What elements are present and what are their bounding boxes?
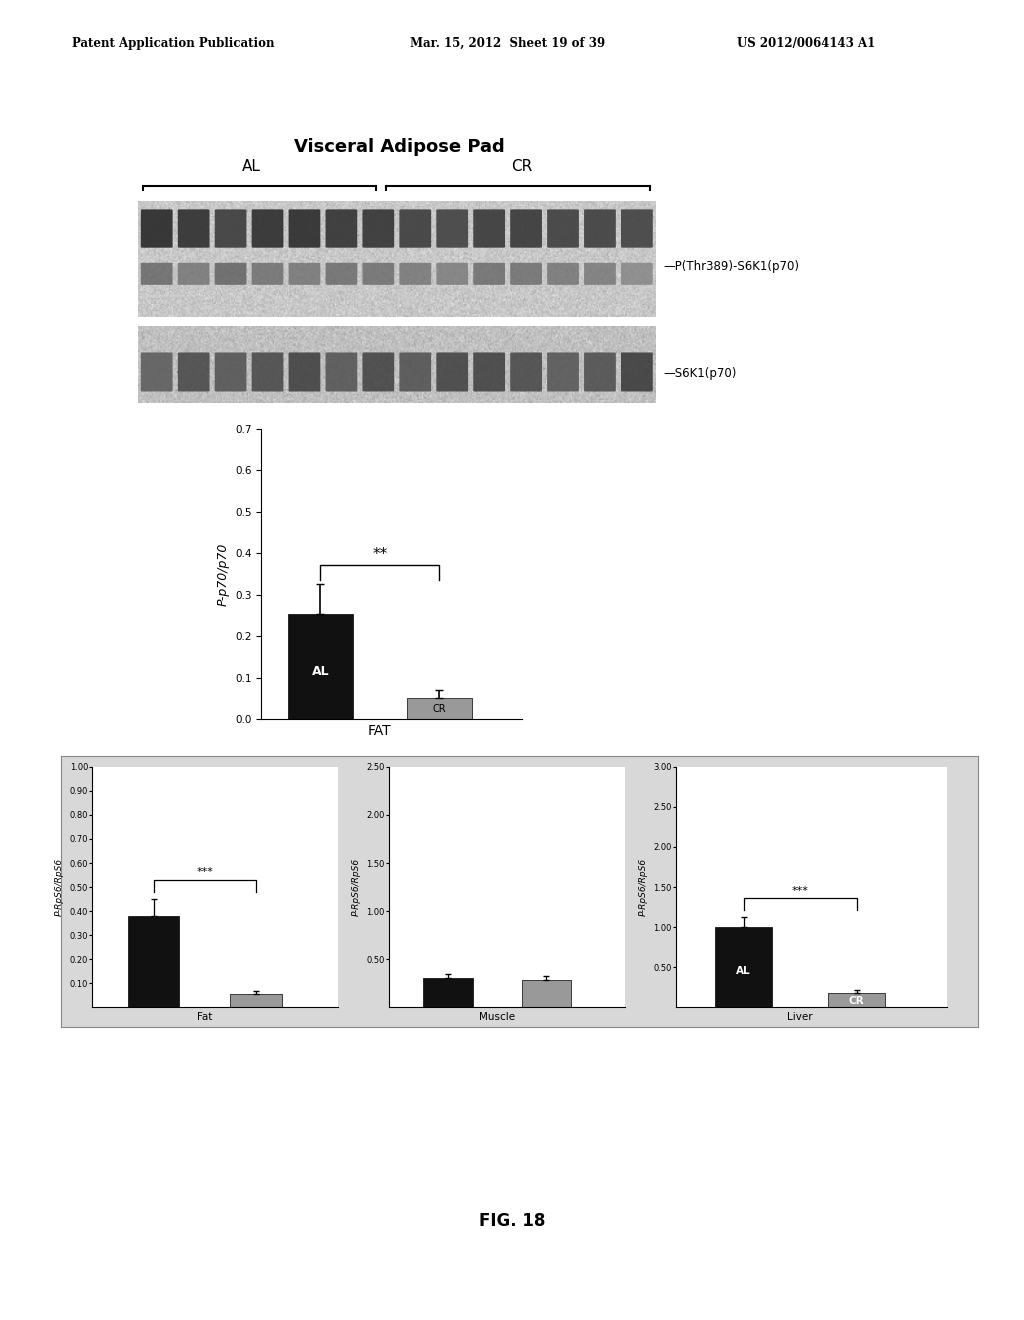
Text: Patent Application Publication: Patent Application Publication bbox=[72, 37, 274, 50]
FancyBboxPatch shape bbox=[473, 352, 505, 392]
FancyBboxPatch shape bbox=[510, 210, 542, 248]
Bar bbox=[230, 994, 282, 1007]
Bar bbox=[521, 981, 570, 1007]
Bar bbox=[716, 927, 772, 1007]
FancyBboxPatch shape bbox=[621, 352, 652, 392]
Text: Visceral Adipose Pad: Visceral Adipose Pad bbox=[294, 137, 505, 156]
Y-axis label: P-RpS6/RpS6: P-RpS6/RpS6 bbox=[639, 858, 647, 916]
FancyBboxPatch shape bbox=[326, 263, 357, 285]
FancyBboxPatch shape bbox=[473, 210, 505, 248]
Text: AL: AL bbox=[242, 160, 260, 174]
FancyBboxPatch shape bbox=[252, 263, 284, 285]
FancyBboxPatch shape bbox=[141, 263, 173, 285]
Bar bbox=[288, 614, 353, 719]
FancyBboxPatch shape bbox=[141, 210, 173, 248]
FancyBboxPatch shape bbox=[178, 352, 210, 392]
FancyBboxPatch shape bbox=[436, 352, 468, 392]
Y-axis label: P-p70/p70: P-p70/p70 bbox=[216, 543, 229, 606]
FancyBboxPatch shape bbox=[584, 352, 615, 392]
FancyBboxPatch shape bbox=[362, 352, 394, 392]
FancyBboxPatch shape bbox=[547, 263, 579, 285]
FancyBboxPatch shape bbox=[215, 210, 247, 248]
FancyBboxPatch shape bbox=[436, 210, 468, 248]
Text: AL: AL bbox=[311, 665, 330, 678]
FancyBboxPatch shape bbox=[289, 263, 321, 285]
FancyBboxPatch shape bbox=[141, 352, 173, 392]
FancyBboxPatch shape bbox=[547, 210, 579, 248]
Bar bbox=[424, 978, 472, 1007]
FancyBboxPatch shape bbox=[584, 263, 615, 285]
FancyBboxPatch shape bbox=[252, 352, 284, 392]
Text: Mar. 15, 2012  Sheet 19 of 39: Mar. 15, 2012 Sheet 19 of 39 bbox=[410, 37, 605, 50]
Text: —P(Thr389)-S6K1(p70): —P(Thr389)-S6K1(p70) bbox=[664, 260, 800, 273]
Text: ***: *** bbox=[792, 886, 809, 896]
FancyBboxPatch shape bbox=[362, 263, 394, 285]
FancyBboxPatch shape bbox=[289, 210, 321, 248]
FancyBboxPatch shape bbox=[289, 352, 321, 392]
FancyBboxPatch shape bbox=[362, 210, 394, 248]
Text: **: ** bbox=[372, 546, 387, 562]
Bar bbox=[128, 916, 179, 1007]
FancyBboxPatch shape bbox=[252, 210, 284, 248]
FancyBboxPatch shape bbox=[436, 263, 468, 285]
Bar bbox=[828, 993, 885, 1007]
Text: —S6K1(p70): —S6K1(p70) bbox=[664, 367, 737, 380]
FancyBboxPatch shape bbox=[584, 210, 615, 248]
Text: FIG. 18: FIG. 18 bbox=[479, 1212, 545, 1230]
Text: ***: *** bbox=[197, 867, 213, 878]
FancyBboxPatch shape bbox=[621, 210, 652, 248]
Text: CR: CR bbox=[512, 160, 532, 174]
FancyBboxPatch shape bbox=[510, 263, 542, 285]
FancyBboxPatch shape bbox=[399, 210, 431, 248]
FancyBboxPatch shape bbox=[399, 352, 431, 392]
Text: CR: CR bbox=[432, 704, 446, 714]
Text: CR: CR bbox=[849, 995, 864, 1006]
FancyBboxPatch shape bbox=[215, 352, 247, 392]
FancyBboxPatch shape bbox=[326, 210, 357, 248]
FancyBboxPatch shape bbox=[326, 352, 357, 392]
Text: AL: AL bbox=[736, 966, 751, 975]
FancyBboxPatch shape bbox=[621, 263, 652, 285]
FancyBboxPatch shape bbox=[547, 352, 579, 392]
Y-axis label: P-RpS6/RpS6: P-RpS6/RpS6 bbox=[352, 858, 361, 916]
Bar bbox=[407, 698, 472, 719]
Y-axis label: P-RpS6/RpS6: P-RpS6/RpS6 bbox=[55, 858, 63, 916]
FancyBboxPatch shape bbox=[178, 210, 210, 248]
FancyBboxPatch shape bbox=[473, 263, 505, 285]
Text: US 2012/0064143 A1: US 2012/0064143 A1 bbox=[737, 37, 876, 50]
FancyBboxPatch shape bbox=[510, 352, 542, 392]
FancyBboxPatch shape bbox=[215, 263, 247, 285]
FancyBboxPatch shape bbox=[178, 263, 210, 285]
FancyBboxPatch shape bbox=[399, 263, 431, 285]
